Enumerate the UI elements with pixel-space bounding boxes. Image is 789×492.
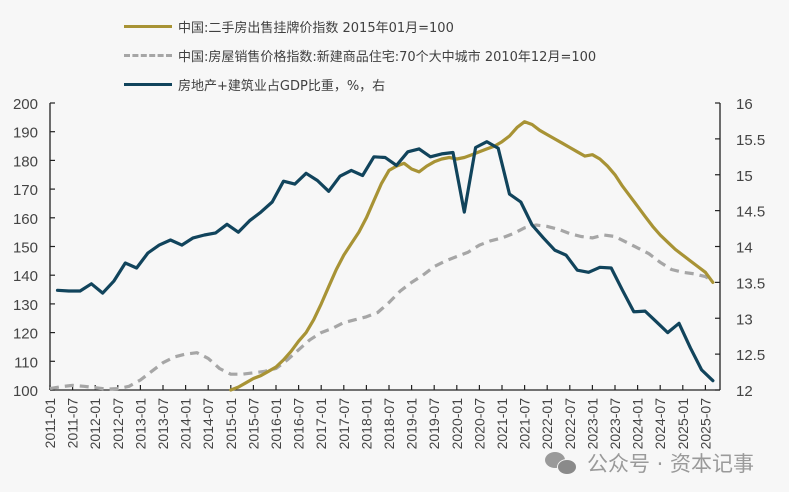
watermark-text: 公众号 · 资本记事	[587, 452, 755, 476]
series-line-secondhand-price-index	[229, 120, 715, 392]
legend-swatch-dashed-grey	[124, 54, 172, 57]
left-tick-label: 140	[13, 268, 38, 285]
x-tick-label: 2013-07	[155, 398, 171, 450]
right-tick-label: 13.5	[736, 275, 765, 292]
left-tick-label: 110	[14, 354, 38, 371]
legend-label: 中国:房屋销售价格指数:新建商品住宅:70个大中城市 2010年12月=100	[178, 50, 597, 65]
x-tick-label: 2022-07	[562, 398, 578, 450]
right-tick-label: 14	[736, 240, 753, 257]
legend-item-gdp-share: 房地产+建筑业占GDP比重，%，右	[124, 70, 596, 99]
x-tick-label: 2020-01	[449, 398, 465, 450]
legend-label: 房地产+建筑业占GDP比重，%，右	[178, 79, 386, 94]
left-tick-label: 120	[13, 326, 38, 343]
x-tick-label: 2022-01	[539, 398, 555, 450]
axes	[49, 102, 721, 391]
legend-swatch-solid-navy	[124, 83, 172, 86]
x-tick-label: 2017-07	[336, 398, 352, 450]
x-tick-label: 2025-07	[697, 398, 713, 450]
x-tick-label: 2021-01	[494, 398, 510, 450]
x-tick-label: 2016-07	[291, 398, 307, 450]
left-tick-label: 150	[13, 240, 38, 257]
right-tick-label: 15	[736, 168, 753, 185]
right-tick-label: 12	[736, 383, 753, 400]
series-line-newhome-price-index	[49, 223, 714, 391]
left-tick-label: 100	[13, 383, 38, 400]
x-tick-label: 2017-01	[313, 398, 329, 450]
right-tick-label: 12.5	[736, 347, 765, 364]
x-tick-label: 2012-07	[110, 398, 126, 450]
x-tick-label: 2011-01	[42, 398, 58, 449]
x-tick-label: 2013-01	[132, 398, 148, 450]
right-tick-label: 15.5	[736, 132, 765, 149]
left-tick-label: 170	[13, 182, 38, 199]
wechat-icon	[545, 450, 579, 476]
left-tick-label: 180	[13, 153, 38, 170]
series-layer	[49, 120, 715, 392]
x-tick-label: 2018-07	[381, 398, 397, 450]
x-tick-label: 2023-07	[607, 398, 623, 450]
legend-swatch-solid-gold	[124, 25, 172, 28]
x-tick-label: 2020-07	[471, 398, 487, 450]
legend-item-newhome-index: 中国:房屋销售价格指数:新建商品住宅:70个大中城市 2010年12月=100	[124, 41, 596, 70]
series-line-gdp-share	[55, 140, 715, 383]
x-tick-label: 2015-07	[245, 398, 261, 450]
x-tick-label: 2024-01	[630, 398, 646, 450]
x-tick-label: 2024-07	[652, 398, 668, 450]
right-tick-label: 13	[736, 311, 753, 328]
x-tick-label: 2021-07	[517, 398, 533, 450]
watermark: 公众号 · 资本记事	[545, 448, 754, 478]
x-tick-label: 2019-01	[404, 398, 420, 450]
x-tick-label: 2015-01	[223, 398, 239, 450]
x-tick-label: 2018-01	[358, 398, 374, 450]
x-tick-label: 2012-01	[87, 398, 103, 450]
legend-label: 中国:二手房出售挂牌价指数 2015年01月=100	[178, 21, 454, 36]
x-tick-label: 2014-01	[178, 398, 194, 450]
legend: 中国:二手房出售挂牌价指数 2015年01月=100 中国:房屋销售价格指数:新…	[124, 12, 596, 99]
tick-labels: 100 110 120 130 140 150 160 170 180 190 200 12 12.5 1…	[13, 96, 765, 449]
x-tick-label: 2019-07	[426, 398, 442, 450]
left-tick-label: 200	[13, 96, 38, 113]
left-tick-label: 130	[13, 297, 38, 314]
x-tick-label: 2023-01	[584, 398, 600, 450]
x-tick-label: 2016-01	[268, 398, 284, 450]
left-tick-label: 160	[13, 211, 38, 228]
legend-item-secondhand-index: 中国:二手房出售挂牌价指数 2015年01月=100	[124, 12, 596, 41]
x-tick-label: 2011-07	[65, 398, 81, 449]
left-tick-label: 190	[13, 125, 38, 142]
right-tick-label: 16	[736, 96, 753, 113]
right-tick-label: 14.5	[736, 204, 765, 221]
x-tick-label: 2025-01	[675, 398, 691, 450]
x-tick-label: 2014-07	[200, 398, 216, 450]
